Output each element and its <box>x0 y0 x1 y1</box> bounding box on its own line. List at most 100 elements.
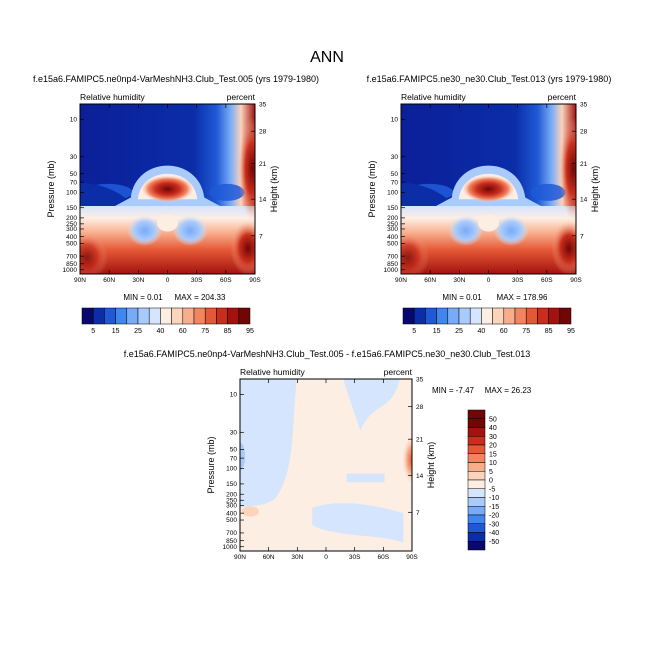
colorbar-label: 95 <box>246 328 254 335</box>
equatorial-moist-column <box>157 214 178 232</box>
y-tick-label: 30 <box>230 430 238 437</box>
colorbar-box <box>467 436 486 446</box>
panel-3-max: MAX = 26.23 <box>485 386 532 395</box>
y-tick-label: 1000 <box>223 544 238 551</box>
colorbar-label: 25 <box>455 328 463 335</box>
variable-label: Relative humidity <box>80 92 145 102</box>
colorbar-label: 40 <box>489 425 497 432</box>
colorbar-label: 0 <box>489 478 493 485</box>
colorbar-box <box>467 514 486 524</box>
y-axis-title: Pressure (mb) <box>46 160 56 217</box>
subtropical-dry-region <box>80 182 136 206</box>
colorbar-label: 85 <box>224 328 232 335</box>
panel-2: 90N 60N 30N 0 30S 60S 90S103050701001502002503… <box>367 92 600 284</box>
colorbar-box <box>467 532 486 542</box>
variable-label: Relative humidity <box>240 367 305 377</box>
y2-tick-label: 7 <box>416 510 420 517</box>
polar-lower-maximum <box>80 233 108 274</box>
y2-tick-label: 28 <box>416 404 424 411</box>
x-tick-label: 90S <box>249 277 261 284</box>
colorbar-label: 15 <box>489 451 497 458</box>
panel-1-colorbar: 5 15 25 40 60 75 85 95 <box>81 307 254 335</box>
x-tick-label: 60S <box>220 277 232 284</box>
x-tick-label: 30S <box>512 277 524 284</box>
subtropical-dry-zone <box>172 215 208 246</box>
colorbar-box <box>467 444 486 454</box>
colorbar-label: -5 <box>489 486 495 493</box>
colorbar-box <box>467 523 486 533</box>
negative-difference-region <box>343 379 400 431</box>
negative-difference-region <box>346 473 385 483</box>
panel-1-min: MIN = 0.01 <box>123 293 163 302</box>
units-label: percent <box>548 92 577 102</box>
polar-stratosphere-maximum <box>559 117 576 220</box>
y-tick-label: 850 <box>226 538 237 545</box>
colorbar-box <box>481 307 493 325</box>
colorbar-box <box>548 307 561 325</box>
colorbar-label: -30 <box>489 521 499 528</box>
subtropical-dry-zone <box>493 215 529 246</box>
colorbar-box <box>216 307 228 325</box>
contour-field <box>401 104 576 274</box>
colorbar-label: 15 <box>112 328 120 335</box>
y-tick-label: 400 <box>66 234 77 241</box>
colorbar-label: -20 <box>489 513 499 520</box>
y2-tick-label: 21 <box>259 161 267 168</box>
colorbar-box <box>402 307 415 325</box>
y-tick-label: 150 <box>226 481 237 488</box>
colorbar-box <box>115 307 128 325</box>
x-tick-label: 30S <box>191 277 203 284</box>
colorbar-box <box>467 409 486 419</box>
y-tick-label: 400 <box>226 510 237 517</box>
y-tick-label: 700 <box>66 253 77 260</box>
y2-tick-label: 7 <box>259 233 263 240</box>
y2-tick-label: 21 <box>580 161 588 168</box>
upper-trop-moist-band <box>209 183 245 201</box>
colorbar-box <box>525 307 538 325</box>
colorbar-box <box>467 488 486 498</box>
equatorial-moist-column <box>478 214 499 232</box>
colorbar-box <box>425 307 437 325</box>
colorbar-label: 40 <box>157 328 165 335</box>
y-tick-label: 850 <box>387 261 398 268</box>
y2-tick-label: 35 <box>416 377 424 384</box>
variable-label: Relative humidity <box>401 92 466 102</box>
colorbar-label: -50 <box>489 539 499 546</box>
colorbar-box <box>182 307 195 325</box>
y-tick-label: 30 <box>391 154 399 161</box>
negative-difference-region <box>240 379 297 508</box>
x-tick-label: 90N <box>74 277 86 284</box>
y-tick-label: 50 <box>230 447 238 454</box>
x-tick-label: 0 <box>487 277 491 284</box>
upper-trop-moist-band <box>530 183 566 201</box>
colorbar-box <box>467 462 486 472</box>
colorbar-box <box>514 307 527 325</box>
y2-axis-title: Height (km) <box>269 166 279 213</box>
page-title: ANN <box>310 49 344 66</box>
y-tick-label: 70 <box>230 455 238 462</box>
y-tick-label: 1000 <box>63 267 78 274</box>
y2-tick-label: 28 <box>580 129 588 136</box>
colorbar-box <box>447 307 460 325</box>
colorbar-label: -10 <box>489 495 499 502</box>
units-label: percent <box>384 367 413 377</box>
colorbar-box <box>467 471 486 481</box>
panel-1-title: f.e15a6.FAMIPC5.ne0np4-VarMeshNH3.Club_T… <box>33 74 319 84</box>
colorbar-label: 75 <box>522 328 530 335</box>
colorbar-box <box>104 307 116 325</box>
y-tick-label: 300 <box>66 226 77 233</box>
y-tick-label: 700 <box>226 530 237 537</box>
panel-3-min: MIN = -7.47 <box>432 386 475 395</box>
colorbar-box <box>467 418 486 428</box>
subtropical-dry-region <box>401 182 457 206</box>
panel-1-max: MAX = 204.33 <box>175 293 226 302</box>
y-tick-label: 150 <box>387 205 398 212</box>
contour-field <box>80 104 255 274</box>
y-tick-label: 250 <box>387 221 398 228</box>
colorbar-box <box>467 479 486 489</box>
y-tick-label: 250 <box>66 221 77 228</box>
colorbar-box <box>413 307 426 325</box>
polar-lower-maximum <box>551 221 576 274</box>
colorbar-box <box>171 307 184 325</box>
colorbar-box <box>160 307 172 325</box>
